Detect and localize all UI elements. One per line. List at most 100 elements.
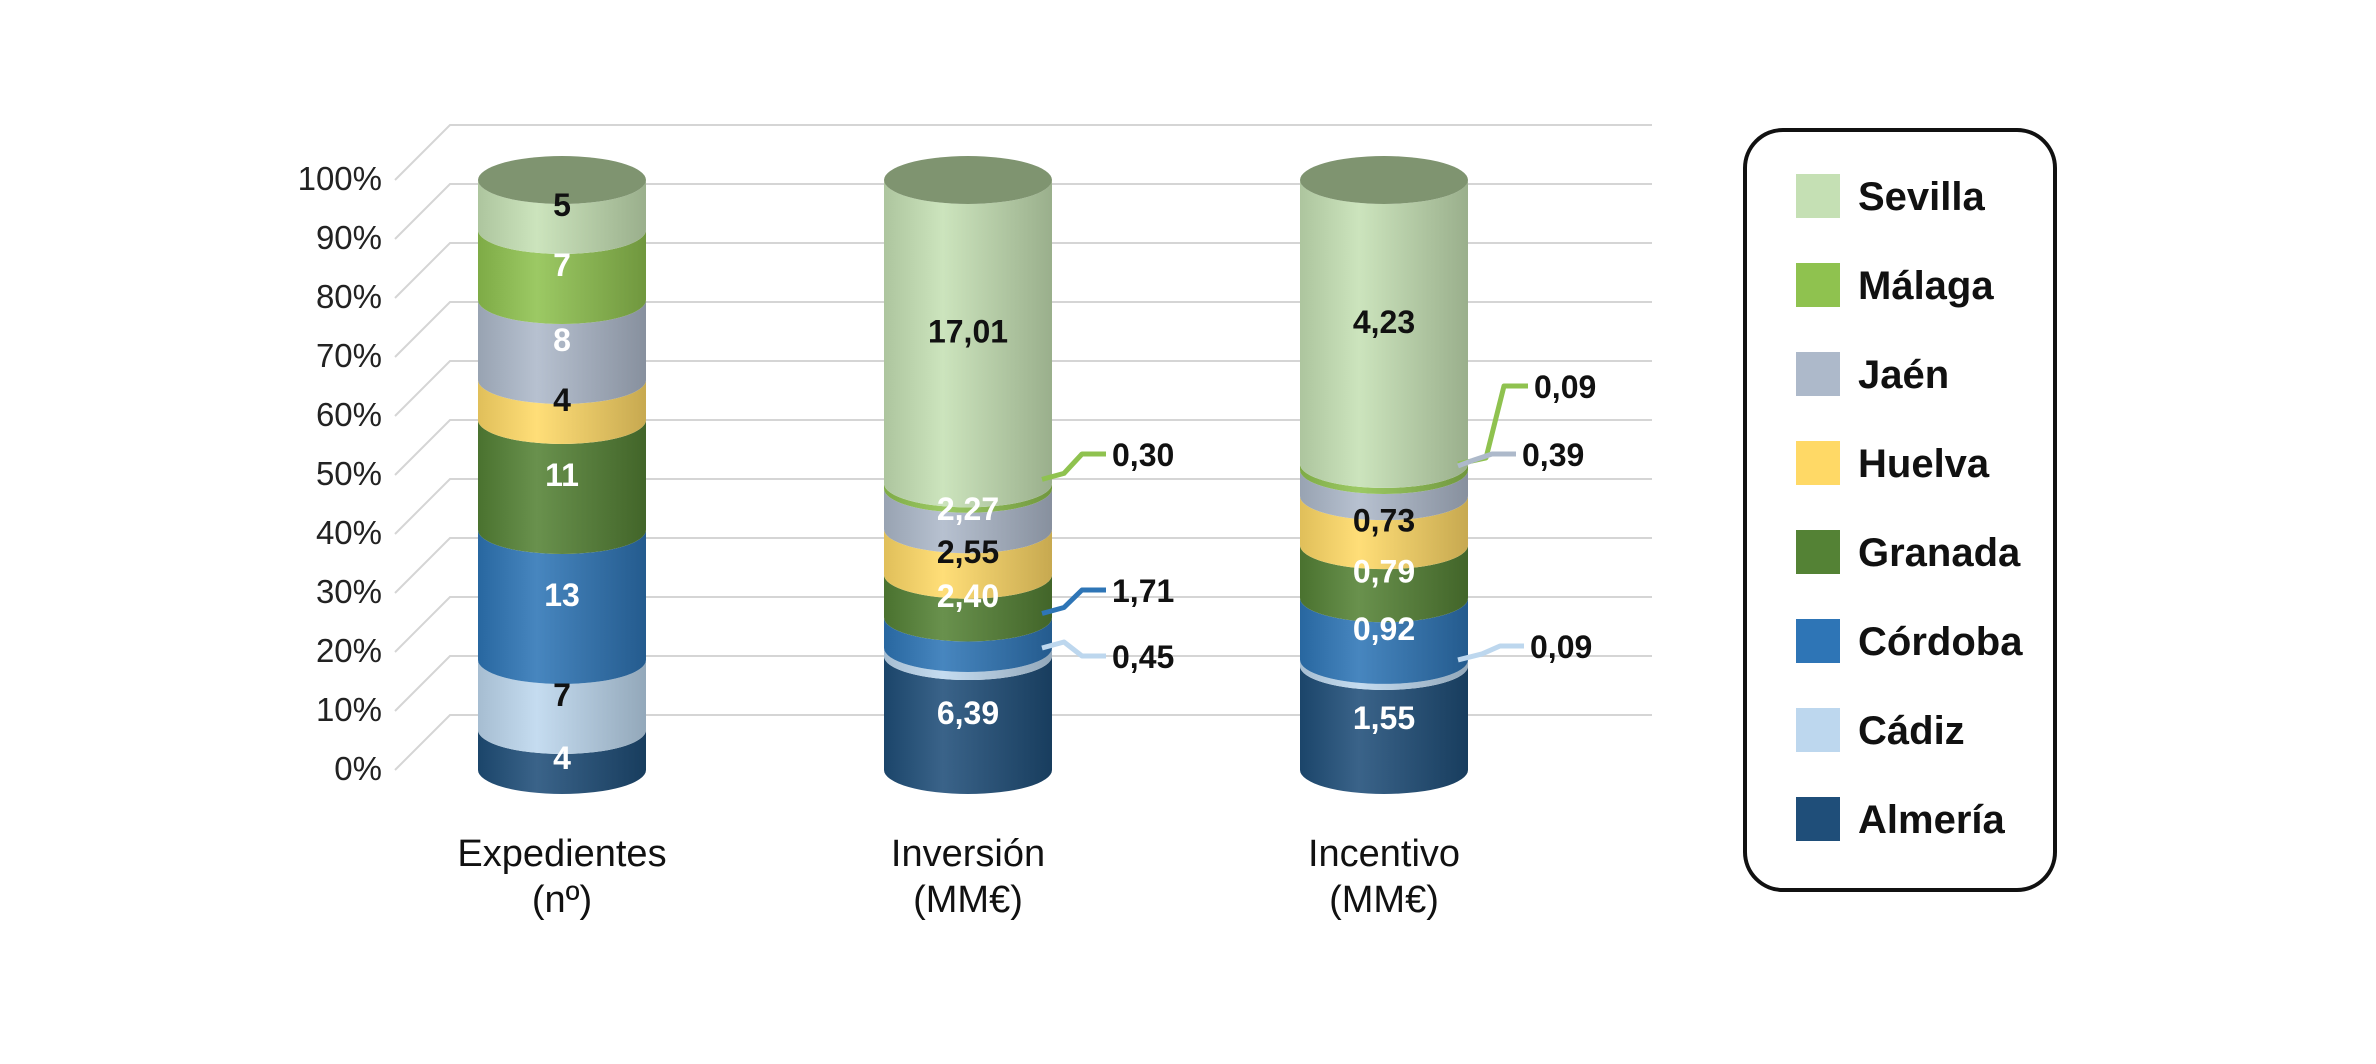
- bar-segment-almería: [1300, 665, 1468, 794]
- legend-label-córdoba: Córdoba: [1858, 620, 2023, 664]
- bars-layer: [478, 156, 1468, 794]
- y-tick-label: 70%: [316, 337, 382, 374]
- bar-segment-huelva: [884, 529, 1052, 599]
- y-tick-label: 10%: [316, 691, 382, 728]
- y-tick-label: 30%: [316, 573, 382, 610]
- bar-segment-sevilla: [884, 180, 1052, 508]
- grid-layer: [394, 124, 1652, 771]
- bar-segment-jaén: [478, 300, 646, 404]
- gridline: [394, 714, 1652, 771]
- y-axis: 0% 10% 20% 30% 40% 50% 60% 70% 80% 90% 100%: [298, 160, 382, 787]
- bar-segment-cádiz: [478, 660, 646, 754]
- gridline: [394, 242, 1652, 299]
- data-label-granada: 11: [545, 457, 579, 493]
- category-label: Inversión: [891, 833, 1045, 875]
- bar-top-cap: [1300, 156, 1468, 204]
- legend-swatch-huelva: [1796, 441, 1840, 485]
- bar-segment-córdoba: [1300, 598, 1468, 684]
- data-label-huelva: 2,55: [937, 534, 999, 570]
- callout-line: [1041, 451, 1106, 482]
- bar-column: [1300, 156, 1468, 794]
- callout-label-jaén: 0,39: [1522, 437, 1584, 473]
- bar-segment-granada: [1300, 545, 1468, 623]
- data-label-jaén: 8: [553, 322, 571, 358]
- bar-segment-almería: [884, 656, 1052, 794]
- legend-label-málaga: Málaga: [1858, 264, 1994, 308]
- data-label-almería: 4: [553, 740, 571, 776]
- bar-segment-granada: [884, 574, 1052, 642]
- data-label-granada: 0,79: [1353, 554, 1415, 590]
- legend-swatch-córdoba: [1796, 619, 1840, 663]
- y-tick-label: 50%: [316, 455, 382, 492]
- y-tick-label: 100%: [298, 160, 382, 197]
- bar-segment-jaén: [1300, 469, 1468, 521]
- callout-line: [1041, 587, 1106, 616]
- category-unit-label: (nº): [532, 879, 592, 921]
- data-label-cádiz: 7: [553, 677, 571, 713]
- gridline: [394, 478, 1652, 535]
- y-tick-label: 0%: [334, 750, 382, 787]
- bar-segment-málaga: [884, 483, 1052, 513]
- y-tick-label: 40%: [316, 514, 382, 551]
- legend-label-granada: Granada: [1858, 531, 2021, 575]
- category-label: Expedientes: [457, 833, 666, 875]
- callout-label-córdoba: 1,71: [1112, 573, 1174, 609]
- y-tick-label: 80%: [316, 278, 382, 315]
- callout-label-málaga: 0,09: [1534, 369, 1596, 405]
- callout-line: [1457, 643, 1524, 663]
- legend-swatch-cádiz: [1796, 708, 1840, 752]
- gridline: [394, 183, 1652, 240]
- bar-segment-sevilla: [478, 180, 646, 254]
- bar-segment-huelva: [1300, 496, 1468, 570]
- data-label-jaén: 2,27: [937, 491, 999, 527]
- bar-top-cap: [884, 156, 1052, 204]
- y-tick-label: 60%: [316, 396, 382, 433]
- data-label-sevilla: 17,01: [928, 314, 1008, 350]
- bar-segment-huelva: [478, 380, 646, 444]
- data-label-sevilla: 4,23: [1353, 304, 1415, 340]
- data-label-almería: 6,39: [937, 695, 999, 731]
- y-tick-label: 20%: [316, 632, 382, 669]
- legend-label-cádiz: Cádiz: [1858, 709, 1965, 753]
- bar-column: [884, 156, 1052, 794]
- data-label-huelva: 4: [553, 382, 571, 418]
- legend-box: [1743, 128, 2057, 892]
- bar-segment-jaén: [884, 488, 1052, 554]
- data-labels: 4 7 13 11 4 8 7 5 6,39 2,40 2,55 2,27 17,01 1,55 0,92 0…: [544, 187, 1596, 776]
- callout-label-cádiz: 0,09: [1530, 629, 1592, 665]
- bar-segment-almería: [478, 730, 646, 794]
- y-tick-label: 90%: [316, 219, 382, 256]
- bar-segment-córdoba: [884, 617, 1052, 673]
- legend-swatch-sevilla: [1796, 174, 1840, 218]
- callout-label-cádiz: 0,45: [1112, 639, 1174, 675]
- category-unit-label: (MM€): [1329, 879, 1439, 921]
- data-label-córdoba: 0,92: [1353, 611, 1415, 647]
- gridline: [394, 596, 1652, 653]
- legend-swatch-málaga: [1796, 263, 1840, 307]
- bar-segment-málaga: [1300, 463, 1468, 494]
- data-label-granada: 2,40: [937, 578, 999, 614]
- legend-label-jaén: Jaén: [1858, 353, 1949, 397]
- bar-top-cap: [478, 156, 646, 204]
- data-label-málaga: 7: [553, 247, 571, 283]
- callout-line: [1457, 451, 1516, 469]
- legend-swatch-almería: [1796, 797, 1840, 841]
- bar-segment-granada: [478, 420, 646, 554]
- data-label-córdoba: 13: [544, 577, 580, 613]
- gridline: [394, 124, 1652, 181]
- legend-swatch-jaén: [1796, 352, 1840, 396]
- legend: Sevilla Málaga Jaén Huelva Granada Córdoba Cád…: [1743, 128, 2057, 892]
- data-label-huelva: 0,73: [1353, 503, 1415, 539]
- gridline: [394, 419, 1652, 476]
- x-axis: Expedientes(nº)Inversión(MM€)Incentivo(M…: [457, 833, 1460, 921]
- bar-segment-málaga: [478, 230, 646, 324]
- bar-segment-cádiz: [1300, 659, 1468, 690]
- category-unit-label: (MM€): [913, 879, 1023, 921]
- bar-segment-sevilla: [1300, 180, 1468, 488]
- gridline: [394, 655, 1652, 712]
- legend-label-almería: Almería: [1858, 798, 2005, 842]
- data-label-almería: 1,55: [1353, 700, 1415, 736]
- bar-segment-cádiz: [884, 648, 1052, 681]
- callout-line: [1041, 639, 1106, 659]
